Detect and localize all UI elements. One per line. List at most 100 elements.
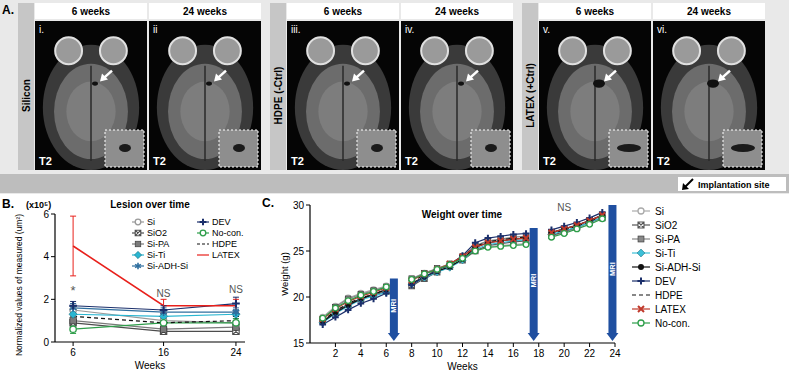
inset-lesion	[485, 144, 497, 152]
mri-arrow	[606, 205, 618, 341]
error-bar	[233, 319, 239, 328]
data-point	[160, 306, 168, 314]
mri-image	[539, 21, 651, 170]
data-point	[460, 256, 466, 262]
data-point	[233, 320, 239, 326]
data-point	[573, 223, 580, 230]
midline	[90, 66, 92, 161]
header-box	[539, 3, 651, 19]
inset	[723, 130, 762, 167]
data-point	[574, 226, 580, 232]
mri-image	[35, 21, 147, 170]
head	[43, 45, 139, 170]
data-point	[434, 266, 440, 272]
x-tick	[360, 343, 361, 347]
key-arrow-head	[682, 183, 689, 190]
eye	[559, 37, 586, 64]
legend-label: Si	[655, 206, 664, 217]
data-point	[345, 307, 352, 314]
data-point	[383, 285, 389, 291]
x-tick-label: 6	[70, 347, 76, 358]
error-bar	[161, 319, 167, 328]
x-tick-label: 24	[230, 347, 242, 358]
eye	[421, 37, 448, 64]
data-point	[472, 246, 479, 253]
mri-arrow	[528, 228, 540, 341]
sequence-label: T2	[39, 155, 52, 167]
lesion	[593, 79, 605, 87]
y-tick	[306, 205, 310, 206]
group-label-strip	[270, 3, 286, 170]
data-point	[422, 271, 428, 277]
legend-label: SiO2	[147, 228, 167, 238]
x-tick-label: 16	[508, 348, 520, 359]
series-line	[323, 212, 603, 324]
x-tick	[487, 343, 488, 347]
data-point	[333, 304, 339, 310]
x-tick	[235, 342, 236, 346]
x-axis-label: Weeks	[447, 361, 477, 372]
legend-label: Si	[147, 217, 155, 227]
series-line	[73, 314, 236, 316]
data-point	[69, 302, 77, 310]
data-point	[383, 283, 389, 289]
series-line	[323, 215, 603, 322]
key-label: Implantation site	[698, 180, 770, 190]
site-arrow-head	[466, 74, 474, 82]
data-point	[523, 235, 529, 241]
data-point	[320, 316, 326, 322]
legend-marker	[135, 219, 141, 225]
site-arrow-head	[100, 74, 108, 82]
error-bar	[161, 319, 167, 328]
panel-label: A.	[2, 3, 14, 17]
data-point	[447, 261, 453, 267]
y-axis	[309, 205, 310, 343]
data-point	[599, 216, 605, 222]
head	[547, 45, 643, 170]
legend-label: Si-Ti	[655, 248, 675, 259]
midline	[204, 66, 206, 161]
x-tick-label: 2	[333, 348, 339, 359]
data-point	[333, 305, 339, 311]
series-line	[73, 323, 236, 329]
data-point	[320, 315, 326, 321]
series-line	[323, 216, 603, 321]
inset	[609, 130, 648, 167]
legend-marker	[637, 277, 644, 284]
lesion	[458, 81, 464, 85]
data-point	[523, 242, 529, 248]
x-tick	[335, 343, 336, 347]
midline	[456, 66, 458, 161]
sequence-label: T2	[153, 155, 166, 167]
data-point	[358, 291, 364, 297]
x-tick	[411, 343, 412, 347]
x-tick	[386, 343, 387, 347]
legend-label: No-con.	[655, 318, 690, 329]
legend: SiSiO2Si-PASi-TiSi-ADH-SiDEVHDPELATEXNo-…	[632, 206, 701, 329]
data-point	[332, 314, 339, 321]
series-line	[73, 323, 236, 332]
data-point	[561, 231, 567, 237]
chart-title: Weight over time	[422, 209, 503, 220]
data-point	[409, 276, 415, 282]
chart-panel: C.Weight over timeWeight (g)Weeks1520253…	[262, 196, 701, 372]
y-tick	[306, 343, 310, 344]
time-label: 6 weeks	[72, 6, 111, 17]
site-arrow-head	[604, 74, 612, 82]
inset	[357, 130, 396, 167]
legend-marker	[638, 306, 644, 312]
sequence-label: T2	[405, 155, 418, 167]
data-point	[549, 234, 555, 240]
midline	[594, 66, 596, 161]
head	[661, 45, 757, 170]
x-axis-label: Weeks	[135, 360, 165, 371]
time-label: 24 weeks	[435, 6, 479, 17]
image-background	[653, 21, 765, 170]
midline	[342, 66, 344, 161]
mri-arrow	[388, 279, 400, 341]
data-point	[460, 256, 466, 262]
y-tick-label: 25	[293, 246, 305, 257]
panel-a-background	[0, 0, 789, 194]
data-point	[485, 245, 491, 251]
data-point	[511, 243, 517, 249]
